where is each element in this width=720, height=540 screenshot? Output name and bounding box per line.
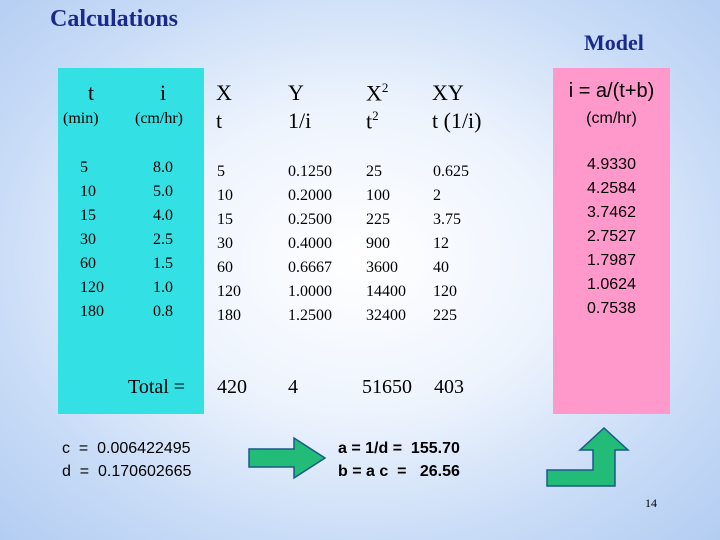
cell-y: 0.1250 xyxy=(288,163,332,180)
total-x-squared: 51650 xyxy=(362,376,412,398)
cell-x-squared: 900 xyxy=(366,235,390,252)
header-i-unit: (cm/hr) xyxy=(135,110,183,127)
header-y-def: 1/i xyxy=(288,108,312,133)
header-model-formula: i = a/(t+b) xyxy=(568,80,655,102)
total-label: Total = xyxy=(128,376,186,398)
cell-i: 5.0 xyxy=(153,183,173,200)
right-arrow-icon xyxy=(248,436,326,480)
cell-xy: 12 xyxy=(433,235,449,252)
cell-x: 30 xyxy=(217,235,233,252)
cell-t: 60 xyxy=(80,255,96,272)
header-x-squared-def: t2 xyxy=(366,108,379,134)
cell-i: 8.0 xyxy=(153,159,173,176)
cell-x: 5 xyxy=(217,163,225,180)
cell-model: 0.7538 xyxy=(587,300,636,317)
coefficient-c: c = 0.006422495 xyxy=(62,440,191,457)
header-xy: XY xyxy=(432,80,464,105)
cell-x: 60 xyxy=(217,259,233,276)
cell-t: 15 xyxy=(80,207,96,224)
cell-i: 4.0 xyxy=(153,207,173,224)
cell-y: 0.2000 xyxy=(288,187,332,204)
header-x-squared-base: X xyxy=(366,80,382,106)
column-t: 5 10 15 30 60 120 180 xyxy=(80,156,104,324)
cell-x-squared: 32400 xyxy=(366,307,406,324)
cell-i: 1.5 xyxy=(153,255,173,272)
cell-i: 0.8 xyxy=(153,303,173,320)
result-b: b = a c = 26.56 xyxy=(338,463,460,480)
cell-i: 2.5 xyxy=(153,231,173,248)
cell-x-squared: 225 xyxy=(366,211,390,228)
cell-t: 30 xyxy=(80,231,96,248)
cell-xy: 0.625 xyxy=(433,163,469,180)
cell-t: 10 xyxy=(80,183,96,200)
header-x-squared-exp: 2 xyxy=(381,80,389,95)
cell-xy: 2 xyxy=(433,187,441,204)
header-x-squared-def-exp: 2 xyxy=(372,108,379,123)
cell-y: 1.2500 xyxy=(288,307,332,324)
bent-up-arrow-icon xyxy=(546,426,630,487)
column-x: 5 10 15 30 60 120 180 xyxy=(217,160,241,328)
cell-t: 5 xyxy=(80,159,88,176)
cell-xy: 40 xyxy=(433,259,449,276)
header-t: t xyxy=(88,80,95,105)
model-results-panel xyxy=(553,68,670,414)
header-y: Y xyxy=(288,80,304,105)
cell-t: 180 xyxy=(80,303,104,320)
input-data-panel xyxy=(58,68,204,414)
cell-xy: 225 xyxy=(433,307,457,324)
model-label: Model xyxy=(584,30,644,55)
cell-x-squared: 100 xyxy=(366,187,390,204)
column-x-squared: 25 100 225 900 3600 14400 32400 xyxy=(366,160,406,328)
header-xy-def: t (1/i) xyxy=(432,108,482,133)
cell-model: 1.0624 xyxy=(587,276,636,293)
column-i: 8.0 5.0 4.0 2.5 1.5 1.0 0.8 xyxy=(153,156,173,324)
page-number: 14 xyxy=(645,496,657,510)
column-y: 0.1250 0.2000 0.2500 0.4000 0.6667 1.000… xyxy=(288,160,332,328)
cell-x-squared: 25 xyxy=(366,163,382,180)
cell-model: 2.7527 xyxy=(587,228,636,245)
cell-x: 15 xyxy=(217,211,233,228)
result-a: a = 1/d = 155.70 xyxy=(338,440,460,457)
cell-model: 3.7462 xyxy=(587,204,636,221)
cell-x: 180 xyxy=(217,307,241,324)
header-t-unit: (min) xyxy=(63,110,99,127)
column-xy: 0.625 2 3.75 12 40 120 225 xyxy=(433,160,469,328)
cell-model: 1.7987 xyxy=(587,252,636,269)
total-y: 4 xyxy=(288,376,298,398)
cell-x-squared: 3600 xyxy=(366,259,398,276)
cell-xy: 3.75 xyxy=(433,211,461,228)
cell-x: 10 xyxy=(217,187,233,204)
cell-y: 0.2500 xyxy=(288,211,332,228)
cell-xy: 120 xyxy=(433,283,457,300)
cell-t: 120 xyxy=(80,279,104,296)
header-x: X xyxy=(216,80,232,105)
header-i: i xyxy=(160,80,167,105)
cell-x-squared: 14400 xyxy=(366,283,406,300)
coefficient-d: d = 0.170602665 xyxy=(62,463,192,480)
cell-model: 4.2584 xyxy=(587,180,636,197)
total-xy: 403 xyxy=(434,376,464,398)
cell-y: 1.0000 xyxy=(288,283,332,300)
cell-i: 1.0 xyxy=(153,279,173,296)
cell-y: 0.4000 xyxy=(288,235,332,252)
header-x-squared: X2 xyxy=(366,80,388,106)
column-model: 4.9330 4.2584 3.7462 2.7527 1.7987 1.062… xyxy=(553,153,670,321)
header-x-squared-def-base: t xyxy=(366,108,373,134)
cell-x: 120 xyxy=(217,283,241,300)
header-model-unit: (cm/hr) xyxy=(586,110,637,127)
total-x: 420 xyxy=(217,376,247,398)
cell-y: 0.6667 xyxy=(288,259,332,276)
cell-model: 4.9330 xyxy=(587,156,636,173)
header-x-def: t xyxy=(216,108,223,133)
page-title: Calculations xyxy=(50,6,179,32)
